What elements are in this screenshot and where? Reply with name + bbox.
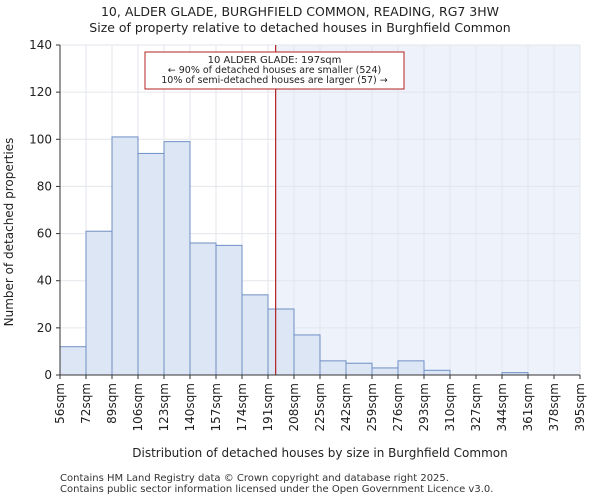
histogram-bar [319,360,347,376]
histogram-bar [85,230,113,376]
histogram-bar [371,367,399,376]
histogram-bar [59,346,87,376]
x-tick-label: 259sqm [365,383,379,431]
histogram-bar [163,141,191,376]
x-tick-label: 361sqm [521,383,535,431]
x-tick-label: 89sqm [105,383,119,424]
x-axis-label: Distribution of detached houses by size … [132,446,507,460]
chart-title: 10, ALDER GLADE, BURGHFIELD COMMON, READ… [100,4,500,19]
annotation-line-1: 10 ALDER GLADE: 197sqm [208,55,342,66]
y-tick-label: 140 [29,38,52,52]
y-tick-label: 20 [37,321,52,335]
x-tick-label: 395sqm [573,383,587,431]
histogram-bar [397,360,425,376]
histogram-bar [345,362,373,376]
y-tick-label: 0 [44,368,52,382]
chart-title-block: 10, ALDER GLADE, BURGHFIELD COMMON, READ… [0,4,600,36]
footer-line-2: Contains public sector information licen… [60,484,494,495]
x-tick-label: 191sqm [261,383,275,431]
annotation-box [144,51,405,90]
histogram-bar [423,369,451,376]
annotation-line-2: ← 90% of detached houses are smaller (52… [168,65,381,76]
x-tick-label: 140sqm [183,383,197,431]
y-tick-label: 100 [29,132,52,146]
x-tick-label: 157sqm [209,383,223,431]
annotation-line-3: 10% of semi-detached houses are larger (… [161,75,388,86]
x-tick-label: 378sqm [547,383,561,431]
histogram-bar [111,136,139,376]
histogram-bar [293,334,321,376]
y-tick-label: 80 [37,179,52,193]
x-tick-label: 344sqm [495,383,509,431]
x-tick-label: 225sqm [313,383,327,431]
chart-subtitle: Size of property relative to detached ho… [89,20,511,35]
y-axis-label: Number of detached properties [2,138,16,327]
x-tick-label: 174sqm [235,383,249,431]
histogram-bar [189,242,217,376]
footer-line-1: Contains HM Land Registry data © Crown c… [60,473,449,484]
histogram-bar [267,308,295,376]
histogram-bar [137,152,165,376]
footer: Contains HM Land Registry data © Crown c… [60,473,493,495]
x-tick-label: 327sqm [469,383,483,431]
x-tick-label: 293sqm [417,383,431,431]
x-tick-label: 123sqm [157,383,171,431]
x-tick-label: 242sqm [339,383,353,431]
y-tick-label: 120 [29,85,52,99]
x-tick-label: 56sqm [53,383,67,424]
x-tick-label: 310sqm [443,383,457,431]
y-tick-label: 60 [37,227,52,241]
histogram-bar [215,244,243,376]
y-tick-label: 40 [37,274,52,288]
x-tick-label: 276sqm [391,383,405,431]
x-tick-label: 72sqm [79,383,93,424]
larger-region-shade [275,45,580,375]
x-tick-label: 208sqm [287,383,301,431]
x-tick-label: 106sqm [131,383,145,431]
histogram-bar [241,294,269,376]
